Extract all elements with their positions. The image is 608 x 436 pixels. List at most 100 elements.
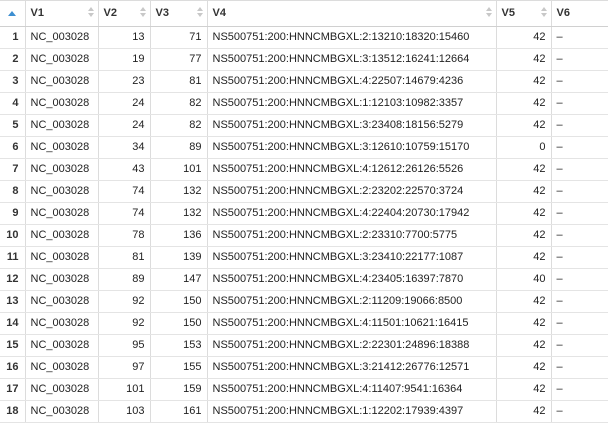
column-header-v4[interactable]: V4 <box>207 1 497 27</box>
row-number: 16 <box>0 356 26 379</box>
cell-v4: NS500751:200:HNNCMBGXL:4:11407:9541:1636… <box>207 378 497 401</box>
cell-v3: 153 <box>150 334 208 357</box>
table-row: 3 NC_003028 23 81 NS500751:200:HNNCMBGXL:4:2… <box>0 70 608 93</box>
cell-v4: NS500751:200:HNNCMBGXL:3:13512:16241:126… <box>207 48 497 71</box>
cell-v1: NC_003028 <box>25 268 99 291</box>
table-row: 18 NC_003028 103 161 NS500751:200:HNNCMBGXL:… <box>0 400 608 423</box>
column-header-label: V4 <box>212 7 226 20</box>
row-number: 6 <box>0 136 26 159</box>
cell-v4: NS500751:200:HNNCMBGXL:1:12103:10982:335… <box>207 92 497 115</box>
cell-v4: NS500751:200:HNNCMBGXL:4:22404:20730:179… <box>207 202 497 225</box>
sort-ascending-icon <box>8 11 17 17</box>
cell-v1: NC_003028 <box>25 158 99 181</box>
column-header-label: V6 <box>556 7 570 20</box>
cell-v2: 24 <box>98 92 151 115</box>
cell-v5: 42 <box>496 334 552 357</box>
cell-v3: 71 <box>150 26 208 49</box>
cell-v6: – <box>551 48 608 71</box>
cell-v6: – <box>551 268 608 291</box>
cell-v2: 78 <box>98 224 151 247</box>
table-row: 6 NC_003028 34 89 NS500751:200:HNNCMBGXL:3:1… <box>0 136 608 159</box>
sort-icon <box>196 7 203 19</box>
cell-v1: NC_003028 <box>25 114 99 137</box>
table-row: 12 NC_003028 89 147 NS500751:200:HNNCMBGXL:4… <box>0 268 608 291</box>
cell-v2: 95 <box>98 334 151 357</box>
cell-v5: 42 <box>496 26 552 49</box>
cell-v6: – <box>551 202 608 225</box>
cell-v4: NS500751:200:HNNCMBGXL:2:13210:18320:154… <box>207 26 497 49</box>
column-header-label: V2 <box>103 7 117 20</box>
cell-v2: 92 <box>98 290 151 313</box>
table-row: 13 NC_003028 92 150 NS500751:200:HNNCMBGXL:2… <box>0 290 608 313</box>
cell-v4: NS500751:200:HNNCMBGXL:3:21412:26776:125… <box>207 356 497 379</box>
cell-v6: – <box>551 356 608 379</box>
cell-v2: 13 <box>98 26 151 49</box>
cell-v3: 161 <box>150 400 208 423</box>
row-number: 9 <box>0 202 26 225</box>
cell-v5: 40 <box>496 268 552 291</box>
column-header-v1[interactable]: V1 <box>25 1 99 27</box>
cell-v3: 150 <box>150 290 208 313</box>
table-row: 1 NC_003028 13 71 NS500751:200:HNNCMBGXL:2:1… <box>0 26 608 49</box>
cell-v1: NC_003028 <box>25 136 99 159</box>
cell-v1: NC_003028 <box>25 246 99 269</box>
column-header-v3[interactable]: V3 <box>150 1 208 27</box>
cell-v2: 24 <box>98 114 151 137</box>
cell-v4: NS500751:200:HNNCMBGXL:4:11501:10621:164… <box>207 312 497 335</box>
cell-v3: 81 <box>150 70 208 93</box>
cell-v6: – <box>551 312 608 335</box>
data-table: V1 V2 V3 V4 V5 <box>0 1 608 423</box>
cell-v5: 42 <box>496 202 552 225</box>
cell-v4: NS500751:200:HNNCMBGXL:4:22507:14679:423… <box>207 70 497 93</box>
column-header-v6[interactable]: V6 <box>551 1 608 27</box>
cell-v4: NS500751:200:HNNCMBGXL:3:23410:22177:108… <box>207 246 497 269</box>
cell-v2: 34 <box>98 136 151 159</box>
cell-v3: 147 <box>150 268 208 291</box>
column-header-label: V5 <box>501 7 515 20</box>
table-row: 7 NC_003028 43 101 NS500751:200:HNNCMBGXL:4:… <box>0 158 608 181</box>
cell-v1: NC_003028 <box>25 400 99 423</box>
cell-v2: 101 <box>98 378 151 401</box>
cell-v1: NC_003028 <box>25 334 99 357</box>
header-row: V1 V2 V3 V4 V5 <box>0 1 608 27</box>
cell-v5: 42 <box>496 224 552 247</box>
cell-v5: 42 <box>496 48 552 71</box>
cell-v6: – <box>551 246 608 269</box>
row-number: 17 <box>0 378 26 401</box>
row-number: 12 <box>0 268 26 291</box>
table-row: 14 NC_003028 92 150 NS500751:200:HNNCMBGXL:4… <box>0 312 608 335</box>
column-header-v5[interactable]: V5 <box>496 1 552 27</box>
table-row: 15 NC_003028 95 153 NS500751:200:HNNCMBGXL:2… <box>0 334 608 357</box>
cell-v2: 43 <box>98 158 151 181</box>
cell-v3: 136 <box>150 224 208 247</box>
cell-v1: NC_003028 <box>25 180 99 203</box>
cell-v1: NC_003028 <box>25 356 99 379</box>
cell-v3: 155 <box>150 356 208 379</box>
cell-v3: 82 <box>150 92 208 115</box>
row-number-header[interactable] <box>0 1 26 27</box>
cell-v4: NS500751:200:HNNCMBGXL:2:11209:19066:850… <box>207 290 497 313</box>
cell-v1: NC_003028 <box>25 70 99 93</box>
column-header-label: V1 <box>30 7 44 20</box>
cell-v5: 42 <box>496 92 552 115</box>
cell-v4: NS500751:200:HNNCMBGXL:4:23405:16397:787… <box>207 268 497 291</box>
cell-v4: NS500751:200:HNNCMBGXL:2:23310:7700:5775 <box>207 224 497 247</box>
column-header-v2[interactable]: V2 <box>98 1 151 27</box>
cell-v6: – <box>551 70 608 93</box>
cell-v2: 103 <box>98 400 151 423</box>
cell-v1: NC_003028 <box>25 92 99 115</box>
row-number: 14 <box>0 312 26 335</box>
cell-v6: – <box>551 400 608 423</box>
table-row: 9 NC_003028 74 132 NS500751:200:HNNCMBGXL:4:… <box>0 202 608 225</box>
cell-v5: 42 <box>496 356 552 379</box>
table-body: 1 NC_003028 13 71 NS500751:200:HNNCMBGXL:2:1… <box>0 26 608 423</box>
sort-icon <box>540 7 547 19</box>
sort-icon <box>139 7 146 19</box>
cell-v5: 42 <box>496 180 552 203</box>
cell-v6: – <box>551 26 608 49</box>
cell-v6: – <box>551 92 608 115</box>
row-number: 7 <box>0 158 26 181</box>
cell-v5: 42 <box>496 114 552 137</box>
cell-v1: NC_003028 <box>25 202 99 225</box>
